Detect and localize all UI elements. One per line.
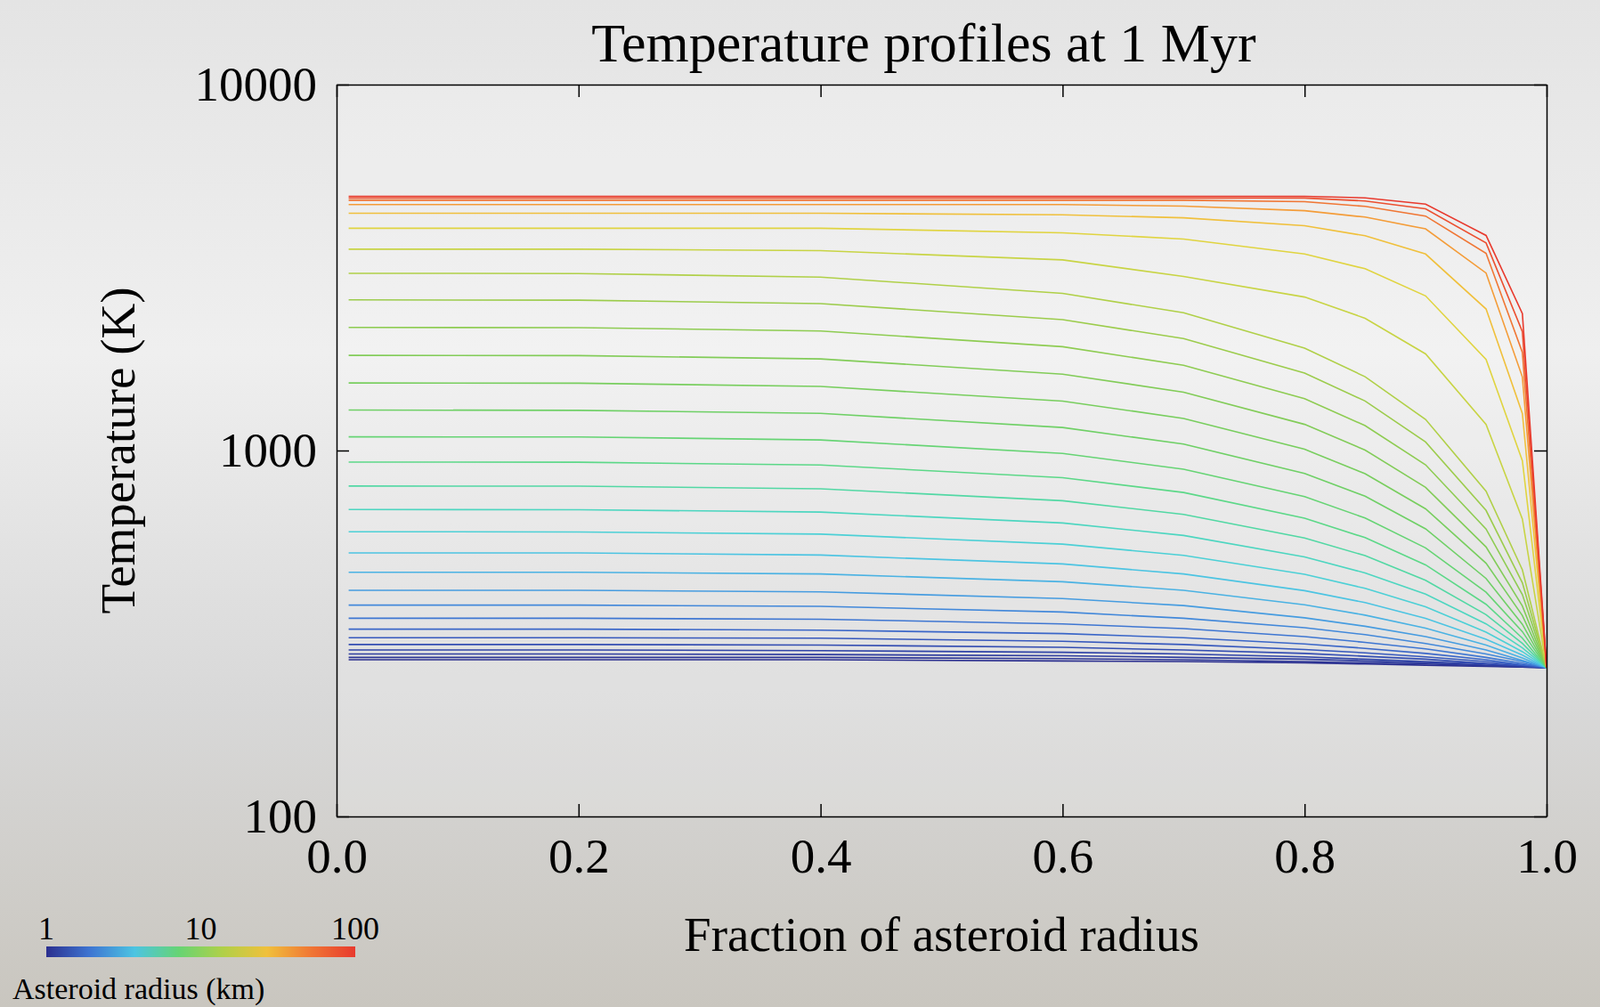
colorbar-tick-label: 10 bbox=[185, 910, 218, 947]
tick: 0.4 bbox=[790, 804, 853, 884]
tick-label: 1000 bbox=[219, 422, 317, 478]
profile-line bbox=[349, 273, 1547, 668]
profile-line bbox=[349, 531, 1547, 668]
colorbar-tick-label: 100 bbox=[331, 910, 380, 947]
tick-mark bbox=[1304, 84, 1307, 98]
profile-line bbox=[349, 196, 1547, 668]
tick-mark bbox=[1062, 84, 1064, 98]
profile-line bbox=[349, 617, 1547, 668]
profile-line bbox=[349, 590, 1547, 668]
profile-line bbox=[349, 572, 1547, 668]
profile-line bbox=[349, 204, 1547, 668]
profile-line bbox=[349, 300, 1547, 668]
tick-mark bbox=[1534, 816, 1547, 819]
tick: 0.8 bbox=[1274, 804, 1336, 884]
profile-line bbox=[349, 486, 1547, 668]
tick bbox=[1534, 450, 1547, 452]
tick-label: 10000 bbox=[194, 56, 318, 112]
tick bbox=[1304, 84, 1306, 98]
tick-mark bbox=[1534, 84, 1547, 87]
y-axis-title: Temperature (K) bbox=[90, 286, 146, 614]
tick: 1000 bbox=[219, 422, 350, 478]
tick: 100 bbox=[243, 788, 350, 844]
tick-mark bbox=[1534, 450, 1547, 453]
tick-mark bbox=[336, 450, 350, 453]
profile-line bbox=[349, 462, 1547, 668]
tick: 10000 bbox=[194, 56, 350, 112]
lines bbox=[349, 196, 1547, 668]
tick-label: 0.8 bbox=[1274, 828, 1336, 884]
tick-mark bbox=[820, 804, 822, 817]
profile-line bbox=[349, 437, 1547, 668]
tick-mark bbox=[1304, 804, 1307, 817]
tick-mark bbox=[1062, 804, 1064, 817]
profile-line bbox=[349, 410, 1547, 668]
tick bbox=[578, 84, 580, 98]
tick-label: 0.4 bbox=[790, 828, 853, 884]
tick-label: 1.0 bbox=[1516, 828, 1578, 884]
plot-area bbox=[336, 84, 1547, 817]
tick: 0.2 bbox=[548, 804, 610, 884]
colorbar: 1 10 100 Asteroid radius (km) bbox=[12, 910, 380, 1007]
profile-line bbox=[349, 605, 1547, 668]
profile-line bbox=[349, 552, 1547, 668]
profile-line bbox=[349, 200, 1547, 668]
profile-line bbox=[349, 509, 1547, 668]
tick: 0.6 bbox=[1032, 804, 1095, 884]
tick-mark bbox=[820, 84, 822, 98]
tick bbox=[1534, 84, 1547, 86]
profile-line bbox=[349, 382, 1547, 668]
axis: 100 1000 10000 bbox=[194, 56, 350, 844]
profile-line bbox=[349, 227, 1547, 668]
tick-mark bbox=[336, 84, 350, 87]
tick-label: 0.2 bbox=[548, 828, 610, 884]
colorbar-title: Asteroid radius (km) bbox=[12, 972, 265, 1007]
chart: 0.00.20.40.60.81.0100100010000Temperatur… bbox=[0, 0, 1600, 1007]
title: Temperature profiles at 1 Myr bbox=[591, 12, 1257, 74]
tick bbox=[1534, 816, 1547, 818]
tick bbox=[820, 84, 822, 98]
tick-mark bbox=[578, 804, 581, 817]
tick-mark bbox=[336, 816, 350, 819]
tick-mark bbox=[578, 84, 581, 98]
tick-label: 0.6 bbox=[1032, 828, 1095, 884]
profile-line bbox=[349, 197, 1547, 668]
profile-line bbox=[349, 213, 1547, 668]
axis-line bbox=[337, 816, 1548, 819]
tick-label: 100 bbox=[243, 788, 318, 844]
axis: 0.00.20.40.60.81.0 bbox=[306, 804, 1578, 884]
colorbar-tick-label: 1 bbox=[38, 910, 55, 947]
x-axis-title: Fraction of asteroid radius bbox=[683, 907, 1200, 962]
profile-line bbox=[349, 249, 1547, 668]
axis bbox=[1534, 85, 1548, 818]
axis-line bbox=[337, 84, 1548, 87]
colorbar-scale bbox=[46, 946, 356, 958]
tick bbox=[1062, 84, 1064, 98]
axis bbox=[337, 84, 1548, 98]
